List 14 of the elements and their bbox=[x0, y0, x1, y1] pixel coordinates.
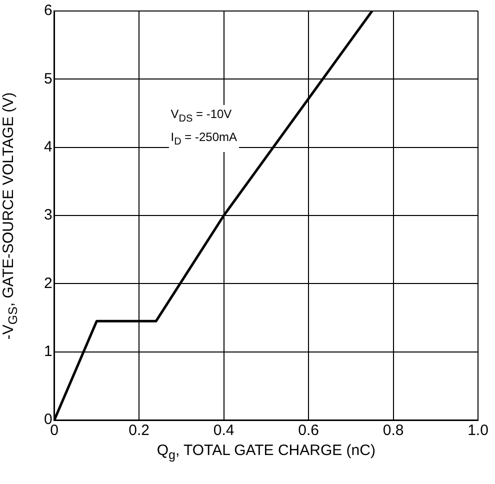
y-tick-label: 5 bbox=[44, 70, 52, 88]
y-tick-label: 2 bbox=[44, 274, 52, 292]
x-tick-label: 0.2 bbox=[128, 422, 150, 440]
annotation: I$_{D}$ = -250mA bbox=[170, 129, 237, 150]
y-tick-label: 4 bbox=[44, 138, 52, 156]
x-tick-label: 0.6 bbox=[298, 422, 319, 440]
x-tick-label: 0.8 bbox=[382, 422, 404, 440]
y-tick-label: 6 bbox=[44, 2, 52, 20]
x-tick-label: 1.0 bbox=[468, 422, 488, 440]
annotation: V$_{DS}$ = -10V bbox=[170, 106, 233, 126]
x-tick-label: 0.4 bbox=[213, 422, 234, 440]
x-axis-title: Q$_{g}$, TOTAL GATE CHARGE (nC) bbox=[156, 442, 376, 462]
y-tick-label: 3 bbox=[44, 206, 52, 224]
y-tick-label: 1 bbox=[44, 342, 52, 360]
